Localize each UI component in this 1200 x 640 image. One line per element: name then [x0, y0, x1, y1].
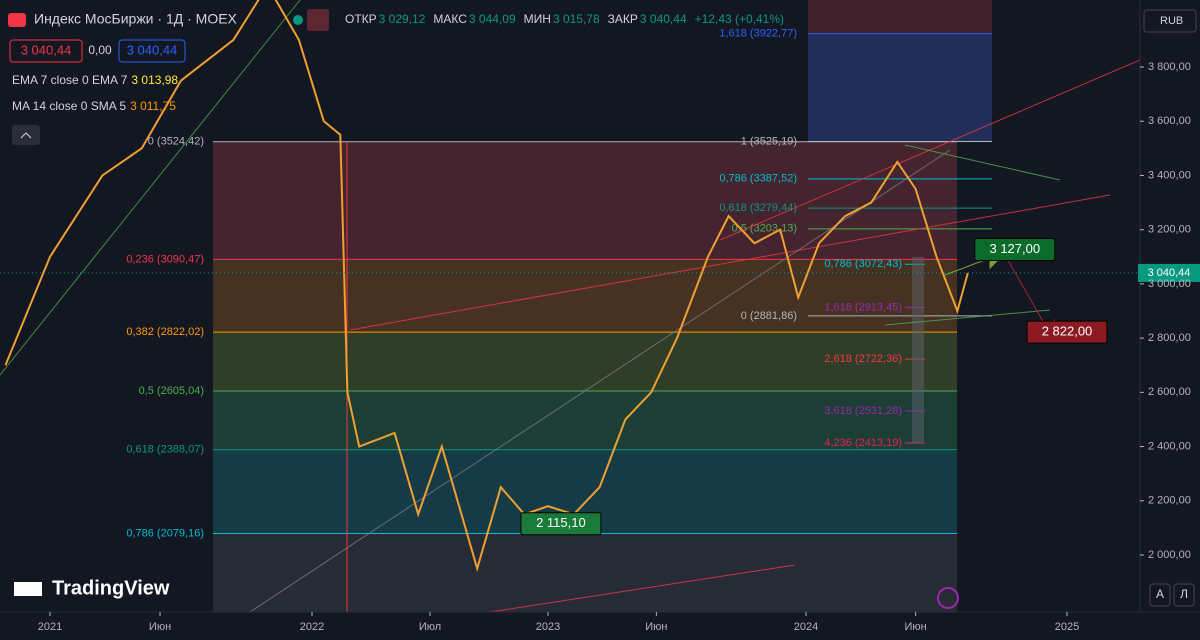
status-dot — [293, 15, 303, 25]
fib-label: 0 (3524,42) — [148, 136, 204, 148]
scale-button[interactable] — [1149, 583, 1171, 607]
symbol-title: Индекс МосБиржи · 1Д · MOEX — [34, 11, 238, 27]
symbol-icon — [8, 13, 26, 27]
fib-label: 0,236 (3090,47) — [126, 253, 204, 265]
time-tick-label: Июн — [905, 621, 927, 633]
sell-price: 3 040,44 — [21, 42, 72, 57]
plot-area: 0 (3524,42) 0,236 (3090,47) 0,382 (2822,02… — [0, 0, 1140, 612]
price-tick-label: 2 600,00 — [1148, 386, 1191, 398]
scale-button-label[interactable]: Л — [1180, 587, 1188, 601]
overlay: 3 040,44 3 800,00 3 600,00 3 400,00 3 200,00… — [8, 9, 1200, 633]
logo: TradingView — [52, 577, 170, 599]
logo-mark — [14, 582, 42, 596]
fib-band — [213, 259, 957, 333]
current-price-label: 3 040,44 — [1148, 267, 1191, 279]
time-tick-label: 2023 — [536, 621, 560, 633]
price-line — [4, 0, 969, 573]
ohlc-value: 3 044,09 — [469, 12, 516, 26]
fib-box — [808, 33, 992, 142]
price-tick-label: 2 000,00 — [1148, 549, 1191, 561]
fib-band — [213, 141, 957, 260]
ohlc-key: МАКС — [433, 12, 467, 26]
current-price-tag — [1138, 263, 1200, 282]
trend-line — [0, 0, 301, 376]
scale-button[interactable] — [1173, 583, 1195, 607]
price-tick-label: 2 800,00 — [1148, 332, 1191, 344]
spread: 0,00 — [88, 43, 112, 57]
currency-box[interactable] — [1143, 9, 1197, 33]
price-note: 2 115,10 — [536, 515, 586, 530]
fib-label: 0,786 (2079,16) — [126, 527, 204, 539]
fib-label: 0,618 (2388,07) — [126, 444, 204, 456]
buy-price: 3 040,44 — [127, 42, 178, 57]
fib-label: 3,618 (2531,28) — [824, 405, 902, 417]
fib-label: 0,786 (3387,52) — [719, 173, 797, 185]
ohlc-key: ЗАКР — [608, 12, 638, 26]
collapse-button[interactable] — [12, 125, 40, 145]
indicator-name: EMA 7 close 0 EMA 7 — [12, 73, 128, 87]
price-tick-label: 3 200,00 — [1148, 224, 1191, 236]
collapse-icon — [20, 132, 32, 139]
range-bar — [912, 256, 924, 443]
price-tick-label: 3 400,00 — [1148, 169, 1191, 181]
trend-line — [719, 59, 1140, 241]
fib-band — [213, 390, 957, 450]
time-tick-label: Июн — [645, 621, 667, 633]
ohlc-key: МИН — [524, 12, 551, 26]
time-tick-label: 2021 — [38, 621, 62, 633]
fib-band — [213, 533, 957, 612]
fib-label: 2,618 (2722,36) — [824, 353, 902, 365]
trend-line — [349, 194, 1111, 331]
fib-label: 0,382 (2822,02) — [126, 326, 204, 338]
ohlc-value: 3 029,12 — [379, 12, 426, 26]
fib-label: 0,5 (2605,04) — [139, 385, 204, 397]
mode-button[interactable] — [307, 9, 329, 31]
price-tick-label: 2 400,00 — [1148, 440, 1191, 452]
price-tick-label: 3 800,00 — [1148, 61, 1191, 73]
price-note-box — [520, 512, 602, 536]
time-tick-label: Июл — [419, 621, 441, 633]
fib-label: 1,618 (3922,77) — [719, 28, 797, 40]
currency: RUB — [1160, 15, 1183, 27]
time-tick-label: Июн — [149, 621, 171, 633]
change: +12,43 (+0,41%) — [695, 12, 784, 26]
time-tick-label: 2024 — [794, 621, 818, 633]
fib-box — [808, 0, 992, 34]
fib-label: 4,236 (2413,19) — [824, 437, 902, 449]
time-tick-label: 2025 — [1055, 621, 1079, 633]
fib-label: 1 (3525,19) — [741, 135, 797, 147]
scale-button-label[interactable]: A — [1156, 587, 1164, 601]
price-tick-label: 3 000,00 — [1148, 278, 1191, 290]
price-axis — [1140, 0, 1200, 640]
fib-label: 0,786 (3072,43) — [824, 258, 902, 270]
fib-label: 0,618 (3279,44) — [719, 202, 797, 214]
price-note-box — [974, 237, 1056, 261]
ohlc-value: 3 015,78 — [553, 12, 600, 26]
price-tick-label: 3 600,00 — [1148, 115, 1191, 127]
price-tick-label: 2 200,00 — [1148, 495, 1191, 507]
buy-box[interactable] — [118, 39, 186, 63]
price-note-box — [1026, 320, 1108, 344]
time-tick-label: 2022 — [300, 621, 324, 633]
indicator-value: 3 013,98 — [131, 73, 178, 87]
sell-box[interactable] — [9, 39, 83, 63]
trend-line — [904, 144, 1061, 181]
trend-line — [489, 564, 796, 612]
ohlc-value: 3 040,44 — [640, 12, 687, 26]
fib-label: 0 (2881,86) — [741, 310, 797, 322]
news-icon[interactable] — [937, 587, 959, 609]
price-note: 2 822,00 — [1042, 324, 1093, 339]
indicator-name: MA 14 close 0 SMA 5 — [12, 99, 126, 113]
fib-label: 1,618 (2913,45) — [824, 301, 902, 313]
trend-line — [884, 309, 1051, 326]
indicator-value: 3 011,75 — [130, 99, 176, 113]
fib-band — [213, 332, 957, 391]
price-note: 3 127,00 — [989, 241, 1040, 256]
ohlc-key: ОТКР — [345, 12, 377, 26]
